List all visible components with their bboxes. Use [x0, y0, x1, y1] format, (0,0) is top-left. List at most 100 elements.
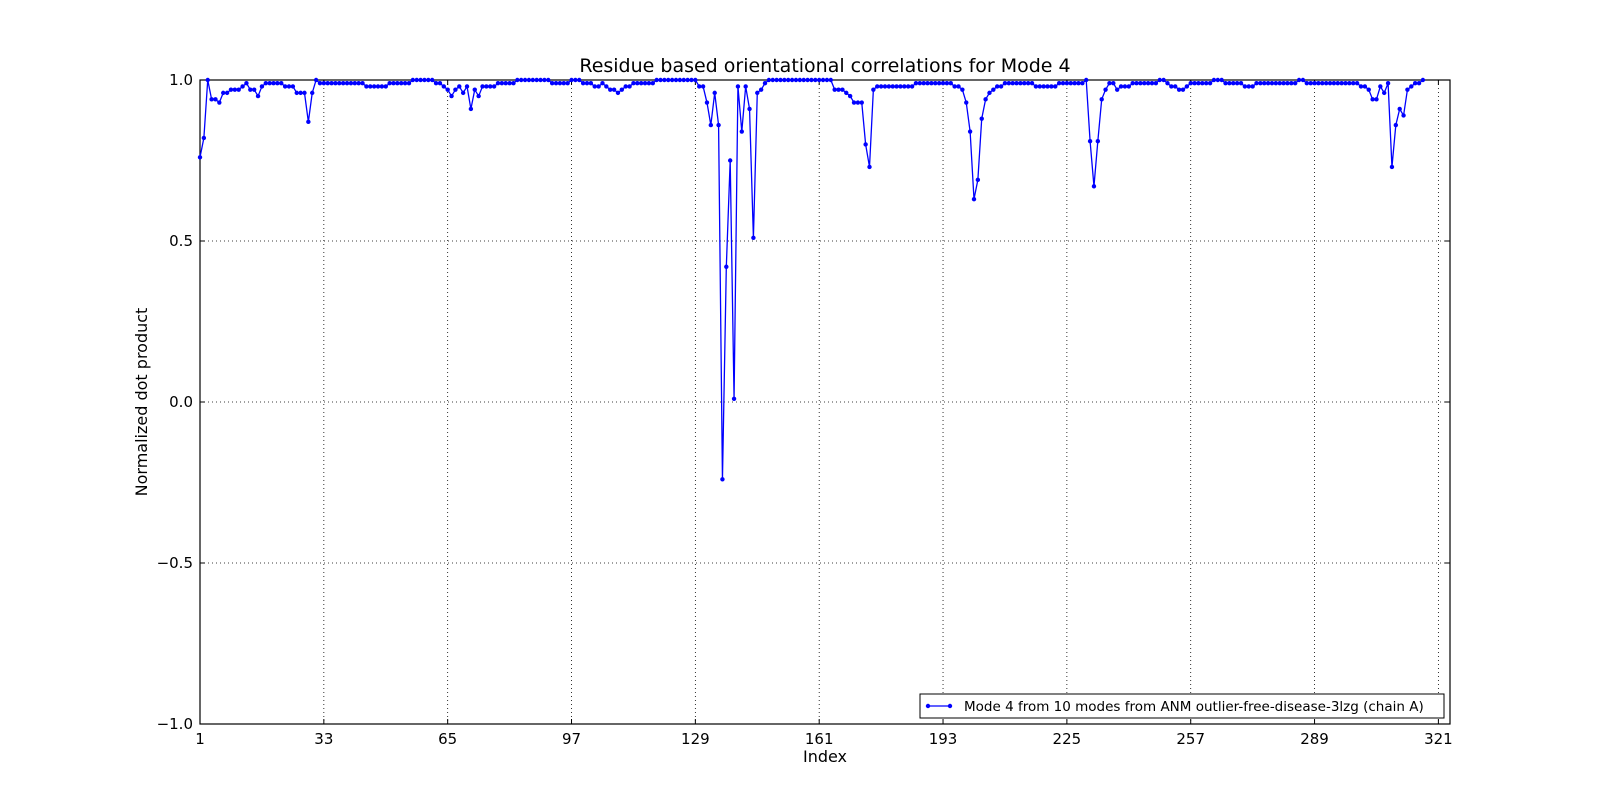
data-point: [1161, 77, 1166, 83]
data-point: [1289, 81, 1294, 86]
data-point: [766, 77, 772, 83]
data-point: [1180, 87, 1186, 92]
data-point: [669, 77, 675, 83]
data-point: [217, 100, 222, 105]
data-point: [1258, 81, 1263, 86]
data-point: [697, 84, 702, 89]
x-tick-label: 225: [1053, 730, 1082, 748]
data-point: [1207, 81, 1213, 86]
data-point: [1246, 84, 1251, 89]
series-layer: [197, 77, 1426, 482]
data-point: [491, 84, 497, 89]
data-point: [484, 84, 489, 89]
data-point: [1293, 81, 1298, 86]
data-point: [561, 81, 566, 86]
data-point: [457, 84, 462, 89]
data-point: [499, 81, 505, 86]
y-tick-label: 1.0: [169, 71, 193, 89]
data-point: [689, 77, 694, 83]
data-point: [360, 81, 365, 86]
data-point: [1153, 81, 1159, 86]
data-point: [1064, 81, 1070, 86]
data-point: [259, 84, 265, 89]
data-point: [488, 84, 493, 89]
data-point: [1281, 81, 1286, 86]
data-point: [747, 106, 752, 112]
data-point: [429, 77, 435, 83]
data-point: [635, 81, 640, 86]
data-point: [317, 81, 323, 86]
data-point: [762, 81, 768, 86]
data-point: [936, 81, 942, 86]
data-point: [298, 90, 303, 96]
data-point: [1200, 81, 1205, 86]
data-point: [1265, 81, 1271, 86]
data-point: [275, 81, 280, 86]
x-axis-ticks: 1 33 65 97 129 161 193 225 257 289 321: [195, 80, 1453, 748]
data-point: [1045, 84, 1050, 89]
data-point: [948, 81, 953, 86]
x-tick-label: 129: [681, 730, 710, 748]
data-point: [519, 77, 524, 83]
data-point: [666, 77, 671, 83]
data-point: [530, 77, 536, 83]
data-point: [364, 84, 369, 89]
x-tick-label: 65: [438, 730, 457, 748]
data-point: [1165, 81, 1170, 86]
data-point: [1242, 84, 1248, 89]
data-point: [758, 87, 764, 92]
data-point: [809, 77, 814, 83]
data-point: [263, 81, 268, 86]
data-point: [1076, 81, 1081, 86]
data-point: [1351, 81, 1356, 86]
data-point: [538, 77, 543, 83]
data-point: [1327, 81, 1333, 86]
x-tick-label: 193: [929, 730, 958, 748]
data-point: [778, 77, 783, 83]
data-point: [325, 81, 330, 86]
data-point: [379, 84, 385, 89]
data-point: [1107, 81, 1112, 86]
data-point: [1211, 77, 1217, 83]
data-point: [979, 116, 984, 121]
data-point: [929, 81, 934, 86]
data-point: [770, 77, 775, 83]
data-point: [1393, 122, 1399, 128]
data-point: [1339, 81, 1344, 86]
data-point: [1033, 84, 1039, 89]
data-point: [1149, 81, 1155, 86]
data-point: [1223, 81, 1228, 86]
data-point: [1084, 77, 1089, 83]
data-point: [213, 97, 218, 102]
data-point: [476, 93, 481, 99]
data-point: [971, 196, 977, 202]
data-point: [1262, 81, 1267, 86]
data-point: [820, 77, 826, 83]
legend-label: Mode 4 from 10 modes from ANM outlier-fr…: [964, 699, 1424, 715]
data-point: [1126, 84, 1131, 89]
data-point: [565, 81, 570, 86]
x-tick-label: 257: [1176, 730, 1205, 748]
data-point: [1366, 87, 1371, 92]
data-point: [383, 84, 388, 89]
data-point: [1238, 81, 1244, 86]
data-point: [840, 87, 845, 92]
data-point: [371, 84, 377, 89]
data-point: [1215, 77, 1221, 83]
data-point: [743, 84, 748, 89]
data-point: [1354, 81, 1360, 86]
data-point: [1122, 84, 1128, 89]
data-point: [786, 77, 791, 83]
data-point: [638, 81, 644, 86]
data-point: [782, 77, 787, 83]
data-point: [623, 84, 628, 89]
x-tick-label: 97: [562, 730, 581, 748]
data-point: [1072, 81, 1077, 86]
data-point: [306, 119, 311, 125]
data-point: [329, 81, 334, 86]
data-point: [205, 77, 210, 83]
data-point: [1192, 81, 1197, 86]
data-point: [685, 77, 690, 83]
data-point: [201, 135, 207, 141]
data-point: [1145, 81, 1151, 86]
